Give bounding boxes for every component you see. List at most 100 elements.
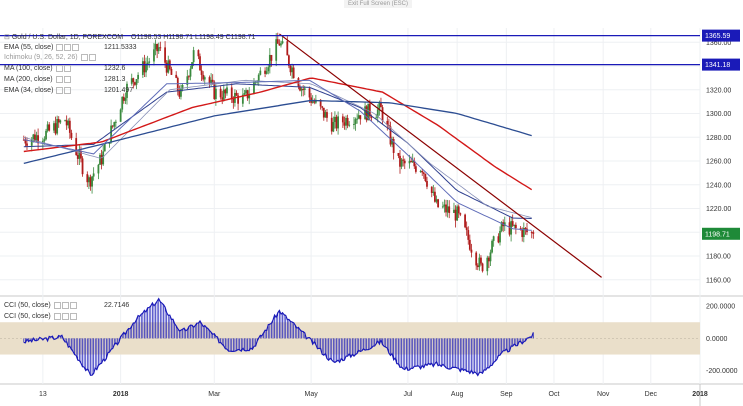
eye-icon[interactable] xyxy=(80,53,88,61)
candle-down xyxy=(292,67,295,79)
candle-up xyxy=(148,61,151,63)
candle-down xyxy=(530,232,533,234)
candle-up xyxy=(103,143,106,152)
candle-down xyxy=(213,81,216,100)
candle-down xyxy=(414,166,417,172)
candle-up xyxy=(180,88,182,97)
candle-down xyxy=(422,172,425,174)
candle-up xyxy=(311,101,314,103)
close-icon[interactable] xyxy=(69,312,77,320)
indicator-value: 22.7146 xyxy=(104,302,130,309)
candle-up xyxy=(513,224,516,226)
ohlc-readout: O1198.53 H1198.71 L1198.49 C1198.71 xyxy=(131,34,256,41)
eye-icon[interactable] xyxy=(53,301,61,309)
candle-up xyxy=(67,120,70,126)
candle-up xyxy=(91,176,93,187)
eye-icon[interactable] xyxy=(56,43,64,51)
candle-up xyxy=(210,79,213,84)
indicator-value: 1232.6 xyxy=(104,65,126,72)
candle-up xyxy=(189,68,192,77)
y-tick-label: 1360.00 xyxy=(706,40,731,47)
candle-up xyxy=(456,206,459,221)
candle-up xyxy=(78,151,81,159)
cci-legend-row-1[interactable]: CCI (50, close) 22.7146 xyxy=(4,301,129,310)
candle-down xyxy=(346,117,349,126)
resistance-price-tag xyxy=(702,29,740,42)
settings-icon[interactable] xyxy=(88,53,96,61)
candle-down xyxy=(480,257,482,264)
settings-icon[interactable] xyxy=(63,64,71,72)
y-tick-label: 1260.00 xyxy=(706,159,731,166)
candle-up xyxy=(135,79,138,85)
candle-up xyxy=(441,206,444,208)
candle-up xyxy=(411,160,414,163)
cci-legend-row-2[interactable]: CCI (50, close) xyxy=(4,312,77,321)
candle-up xyxy=(522,227,525,238)
candle-down xyxy=(230,87,233,99)
candle-up xyxy=(375,117,378,119)
candle-down xyxy=(380,102,382,108)
eye-icon[interactable] xyxy=(55,64,63,72)
candle-down xyxy=(57,118,60,123)
candle-down xyxy=(410,160,413,163)
candle-down xyxy=(237,95,239,104)
eye-icon[interactable] xyxy=(55,75,63,83)
cci-y-tick-label: 200.0000 xyxy=(706,304,735,311)
settings-icon[interactable] xyxy=(63,75,71,83)
menu-icon[interactable]: ⊟ xyxy=(4,34,12,41)
settings-icon[interactable] xyxy=(64,86,72,94)
candle-down xyxy=(178,90,181,97)
candle-down xyxy=(22,139,25,141)
candle-up xyxy=(324,112,327,118)
x-tick-label: May xyxy=(304,391,318,398)
candle-down xyxy=(75,138,78,155)
candle-up xyxy=(35,135,38,142)
candle-down xyxy=(386,120,389,126)
indicator-value: 1281.3 xyxy=(104,76,126,83)
indicator-row-ema34[interactable]: EMA (34, close) 1201.497 xyxy=(4,86,133,95)
candle-down xyxy=(341,116,344,123)
candle-up xyxy=(486,257,489,272)
candle-down xyxy=(381,107,384,121)
cci-y-tick-label: -200.0000 xyxy=(706,368,738,375)
candle-up xyxy=(119,109,122,122)
settings-icon[interactable] xyxy=(64,43,72,51)
candle-up xyxy=(30,138,33,146)
candle-down xyxy=(476,265,479,268)
candle-up xyxy=(121,96,124,110)
candle-up xyxy=(186,76,189,86)
settings-icon[interactable] xyxy=(61,312,69,320)
candle-up xyxy=(248,94,251,99)
candle-up xyxy=(253,81,255,95)
candle-down xyxy=(270,54,273,61)
candle-down xyxy=(219,88,222,98)
candle-up xyxy=(446,206,449,213)
eye-icon[interactable] xyxy=(53,312,61,320)
candle-down xyxy=(224,89,227,94)
resistance-price-tag xyxy=(702,58,740,71)
candle-up xyxy=(113,122,116,127)
candle-up xyxy=(97,164,100,174)
candle-up xyxy=(432,191,435,193)
indicator-row-ema55[interactable]: EMA (55, close) 1211.5333 xyxy=(4,43,137,52)
candle-down xyxy=(313,101,316,103)
candle-down xyxy=(421,170,424,173)
eye-icon[interactable] xyxy=(56,86,64,94)
exit-fullscreen-button[interactable]: Exit Full Screen (ESC) xyxy=(344,0,413,8)
ichimoku-line xyxy=(23,79,532,218)
y-tick-label: 1240.00 xyxy=(706,182,731,189)
candle-down xyxy=(468,239,471,250)
candle-down xyxy=(175,74,178,78)
candle-down xyxy=(199,56,201,71)
candle-down xyxy=(278,43,281,46)
indicator-row-ma100[interactable]: MA (100, close) 1232.6 xyxy=(4,64,125,73)
close-icon[interactable] xyxy=(72,43,80,51)
settings-icon[interactable] xyxy=(61,301,69,309)
candle-up xyxy=(41,140,44,144)
candle-down xyxy=(437,199,439,208)
indicator-row-ichimoku[interactable]: Ichimoku (9, 26, 52, 26) xyxy=(4,53,96,62)
close-icon[interactable] xyxy=(69,301,77,309)
indicator-row-ma200[interactable]: MA (200, close) 1281.3 xyxy=(4,75,125,84)
